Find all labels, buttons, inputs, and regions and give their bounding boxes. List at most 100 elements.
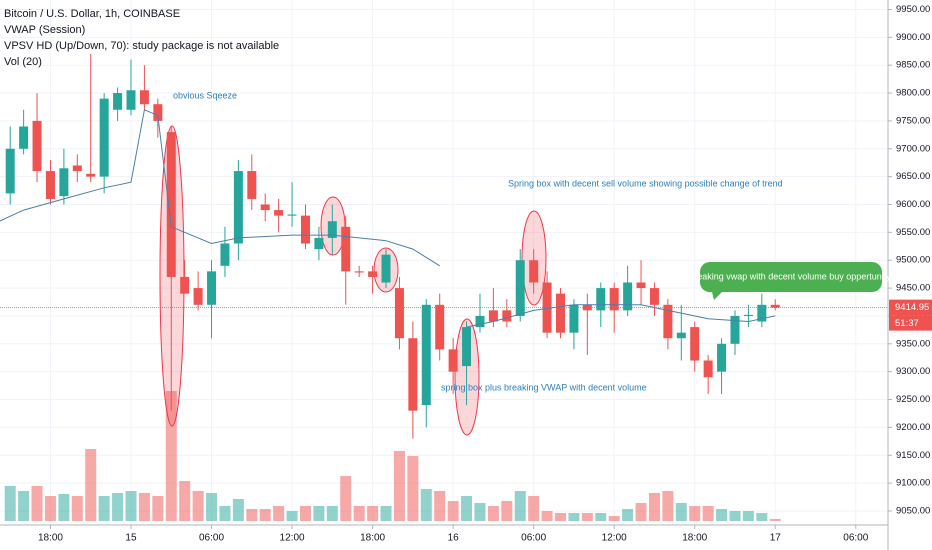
y-tick-label: 9650.00 <box>896 171 930 182</box>
volume-bar <box>112 493 124 521</box>
volume-bar <box>595 513 607 521</box>
y-tick-label: 9500.00 <box>896 255 930 266</box>
callout-text: breaking vwap with decent volume buy opp… <box>689 271 891 281</box>
candle-body <box>770 304 780 308</box>
candle-body <box>448 349 458 372</box>
volume-bar <box>474 503 486 521</box>
x-tick-label: 12:00 <box>280 533 305 544</box>
candle-body <box>139 90 149 105</box>
volume-bar <box>729 511 741 521</box>
candle-body <box>703 360 713 378</box>
volume-bar <box>367 506 379 521</box>
volume-bar <box>179 481 191 521</box>
candle-body <box>690 327 700 361</box>
x-tick-label: 15 <box>125 533 137 544</box>
volume-bar <box>192 491 204 521</box>
volume-bar <box>407 456 419 521</box>
volume-bar <box>555 513 567 521</box>
candle-body <box>19 126 29 149</box>
volume-bar <box>18 491 30 521</box>
y-tick-label: 9150.00 <box>896 450 930 461</box>
volume-bar <box>273 506 285 521</box>
volume-bar <box>98 496 110 521</box>
indicator-label: VPSV HD (Up/Down, 70): study package is … <box>4 40 279 52</box>
y-axis-bg <box>888 0 932 550</box>
y-tick-label: 9050.00 <box>896 505 930 516</box>
volume-bar <box>340 476 352 521</box>
candle-body <box>743 314 753 316</box>
volume-bar <box>165 391 177 521</box>
volume-bar <box>447 501 459 521</box>
y-tick-label: 9900.00 <box>896 32 930 43</box>
volume-bar <box>353 506 365 521</box>
annotation: spring box plus breaking VWAP with decen… <box>441 382 647 392</box>
countdown: 51:37 <box>895 318 919 329</box>
candle-body <box>260 204 270 211</box>
candle-body <box>515 260 525 316</box>
volume-bar <box>259 509 271 521</box>
candle-body <box>300 215 310 244</box>
countdown-bg <box>889 315 932 331</box>
candle-body <box>86 173 96 177</box>
volume-bar <box>702 506 714 521</box>
candle-body <box>730 315 740 344</box>
volume-bar <box>568 513 580 521</box>
volume-bar <box>393 451 405 521</box>
price-label-bg <box>889 299 932 316</box>
x-tick-label: 17 <box>770 533 782 544</box>
candle-body <box>529 260 539 283</box>
candle-body <box>488 310 498 322</box>
volume-bar <box>313 506 325 521</box>
volume-bar <box>581 513 593 521</box>
y-tick-label: 9350.00 <box>896 338 930 349</box>
volume-bar <box>420 489 432 521</box>
candle-body <box>354 271 364 273</box>
annotation: Spring box with decent sell volume showi… <box>508 178 783 188</box>
candle-body <box>757 304 767 322</box>
x-tick-label: 18:00 <box>682 533 707 544</box>
volume-bar <box>769 519 781 521</box>
y-tick-label: 9250.00 <box>896 394 930 405</box>
candle-body <box>435 304 445 350</box>
volume-bar <box>528 496 540 521</box>
y-tick-label: 9850.00 <box>896 60 930 71</box>
candle-body <box>314 237 324 250</box>
candle-body <box>220 243 230 266</box>
x-tick-label: 16 <box>448 533 460 544</box>
volume-bar <box>326 506 338 521</box>
y-tick-label: 9750.00 <box>896 115 930 126</box>
plot <box>0 54 888 439</box>
volume-bar <box>742 511 754 521</box>
axes: 9050.00 9100.00 9150.00 9200.00 9250.00 9300.… <box>38 4 932 544</box>
volume-bar <box>246 509 258 521</box>
volume-bar <box>541 511 553 521</box>
y-tick-label: 9450.00 <box>896 283 930 294</box>
candle-body <box>99 98 109 177</box>
volume-bar <box>716 509 728 521</box>
y-tick-label: 9800.00 <box>896 88 930 99</box>
candle-body <box>663 304 673 339</box>
candle-body <box>569 304 579 333</box>
candle-body <box>676 332 686 339</box>
annotation: obvious Sqeeze <box>173 90 237 100</box>
candle-body <box>274 210 284 216</box>
volume-bar <box>44 496 56 521</box>
y-tick-label: 9550.00 <box>896 227 930 238</box>
volume-bar <box>635 503 647 521</box>
candle-body <box>327 221 337 238</box>
volume-layer <box>4 391 781 521</box>
candle-body <box>623 282 633 311</box>
volume-bar <box>206 493 218 521</box>
candle-body <box>609 288 619 311</box>
volume-bar <box>662 491 674 521</box>
volume-bar <box>299 506 311 521</box>
candle-body <box>341 226 351 272</box>
volume-bar <box>85 449 97 521</box>
candle-body <box>649 288 659 305</box>
candle-body <box>5 148 15 194</box>
candle-body <box>45 171 55 199</box>
volume-bar <box>152 496 164 521</box>
x-tick-label: 12:00 <box>602 533 627 544</box>
x-tick-label: 06:00 <box>199 533 224 544</box>
